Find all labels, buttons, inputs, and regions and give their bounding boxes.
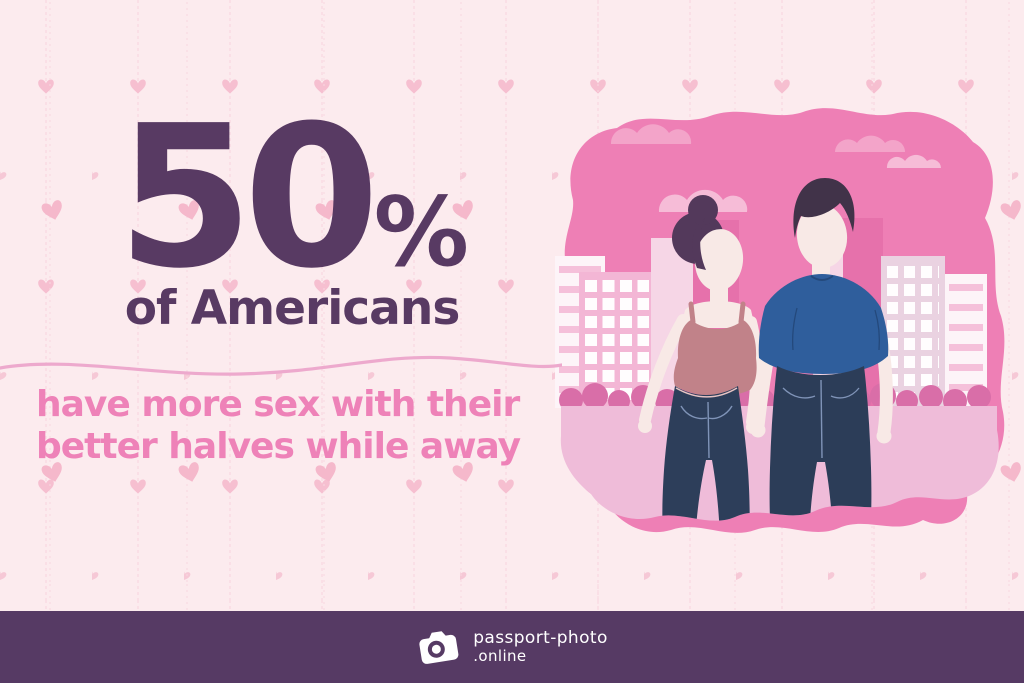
headline-line-2: better halves while away: [36, 426, 521, 468]
woman-figure: [638, 195, 763, 521]
brand-tld: .online: [473, 647, 527, 666]
wavy-separator: [0, 355, 562, 376]
cloud-icon: [835, 135, 906, 152]
building: [579, 272, 651, 408]
headline-line-1: have more sex with their: [36, 384, 520, 425]
camera-icon: [419, 631, 459, 664]
brand-name: passport-photo: [473, 628, 608, 649]
percent-sign: %: [373, 178, 469, 288]
brand-text: passport-photo .online: [473, 629, 608, 665]
stat-percentage: 50%: [12, 100, 572, 296]
man-figure: [750, 178, 893, 521]
couple-illustration: [555, 108, 1005, 533]
cloud-icon: [610, 124, 692, 144]
cloud-icon: [886, 154, 941, 168]
headline: have more sex with their better halves w…: [36, 384, 521, 469]
stat-subject: of Americans: [124, 281, 461, 336]
stat-value: 50: [117, 84, 380, 312]
footer-bar: passport-photo .online: [0, 611, 1024, 683]
